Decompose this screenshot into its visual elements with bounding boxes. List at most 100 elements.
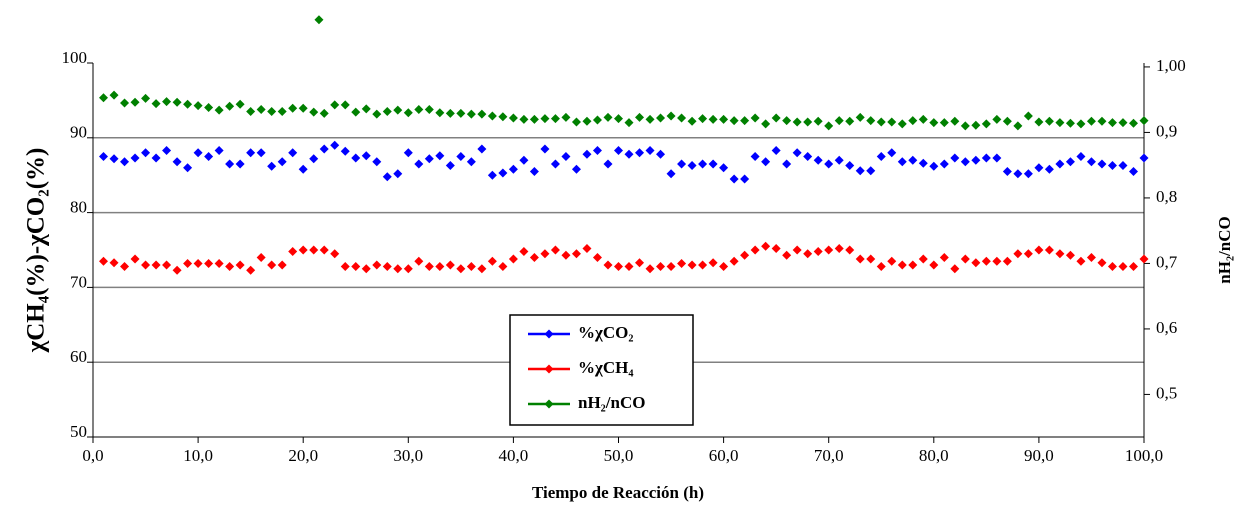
data-point (393, 264, 403, 274)
data-point (550, 114, 560, 124)
data-point (992, 256, 1002, 266)
data-point (340, 146, 350, 156)
y-axis-title: χCH₄(%)-χCO₂(%) (23, 148, 50, 354)
data-point (109, 258, 119, 268)
data-point (571, 117, 581, 127)
data-point (1118, 261, 1128, 271)
data-point (603, 112, 613, 122)
data-point (120, 157, 130, 167)
data-point (445, 108, 455, 118)
data-point (435, 261, 445, 271)
data-point (761, 157, 771, 167)
data-point (939, 118, 949, 128)
data-point (719, 114, 729, 124)
data-point (1128, 261, 1138, 271)
data-point (1139, 116, 1149, 126)
x-tick-label: 40,0 (499, 446, 529, 465)
data-point (487, 256, 497, 266)
y-tick-label: 50 (70, 422, 87, 441)
data-point (414, 105, 424, 115)
data-point (1013, 249, 1023, 259)
y-tick-label: 100 (62, 48, 88, 67)
data-point (887, 256, 897, 266)
y-tick-label: 70 (70, 272, 87, 291)
y2-tick-label: 0,9 (1156, 121, 1177, 140)
data-point (414, 256, 424, 266)
data-point (1086, 157, 1096, 167)
data-point (981, 153, 991, 163)
data-point (456, 264, 466, 274)
data-point (277, 157, 287, 167)
data-point (1107, 261, 1117, 271)
data-point (183, 99, 193, 109)
data-point (1097, 159, 1107, 169)
data-point (141, 148, 151, 158)
data-point (340, 100, 350, 110)
data-point (887, 148, 897, 158)
data-point (508, 254, 518, 264)
data-point (708, 114, 718, 124)
legend-marker (544, 329, 554, 339)
data-point (309, 245, 319, 255)
data-point (929, 118, 939, 128)
data-point (750, 113, 760, 123)
data-point (1139, 254, 1149, 264)
data-point (897, 157, 907, 167)
data-point (1107, 160, 1117, 170)
data-point (1055, 118, 1065, 128)
data-point (1107, 118, 1117, 128)
data-point (151, 153, 161, 163)
data-point (130, 254, 140, 264)
data-point (424, 154, 434, 164)
data-point (1055, 159, 1065, 169)
data-point (372, 260, 382, 270)
data-point (845, 160, 855, 170)
data-point (109, 90, 119, 100)
data-point (225, 101, 235, 111)
data-point (141, 93, 151, 103)
data-point (466, 261, 476, 271)
data-point (477, 109, 487, 119)
data-point (162, 260, 172, 270)
data-point (561, 152, 571, 161)
data-point (614, 114, 623, 124)
data-point (719, 163, 729, 173)
data-point (225, 261, 235, 271)
data-point (1086, 116, 1096, 126)
data-point (314, 15, 324, 25)
x-axis-title: Tiempo de Reacción (h) (532, 483, 704, 502)
data-point (571, 249, 581, 259)
data-point (656, 149, 666, 159)
data-point (382, 172, 392, 182)
data-point (981, 256, 991, 266)
data-point (267, 161, 277, 171)
data-point (319, 245, 329, 255)
data-point (403, 148, 413, 158)
data-point (519, 114, 529, 124)
data-point (529, 252, 539, 262)
legend-marker (544, 364, 554, 374)
data-point (981, 119, 991, 129)
data-point (1002, 166, 1012, 176)
data-point (761, 241, 771, 251)
data-point (950, 153, 960, 163)
data-point (540, 114, 550, 124)
data-point (1023, 111, 1033, 121)
data-point (950, 264, 960, 274)
data-point (708, 258, 718, 268)
legend-label: nH₂/nCO (578, 393, 645, 412)
x-tick-label: 30,0 (393, 446, 423, 465)
data-point (992, 153, 1002, 163)
data-point (540, 249, 550, 259)
data-point (918, 254, 928, 264)
data-point (151, 99, 161, 109)
data-point (214, 146, 224, 156)
data-point (603, 260, 613, 270)
data-point (1002, 116, 1012, 126)
data-point (561, 112, 571, 122)
data-point (382, 106, 392, 116)
data-point (498, 112, 508, 122)
y2-tick-label: 0,7 (1156, 252, 1178, 271)
data-point (792, 245, 802, 255)
data-point (162, 97, 172, 107)
